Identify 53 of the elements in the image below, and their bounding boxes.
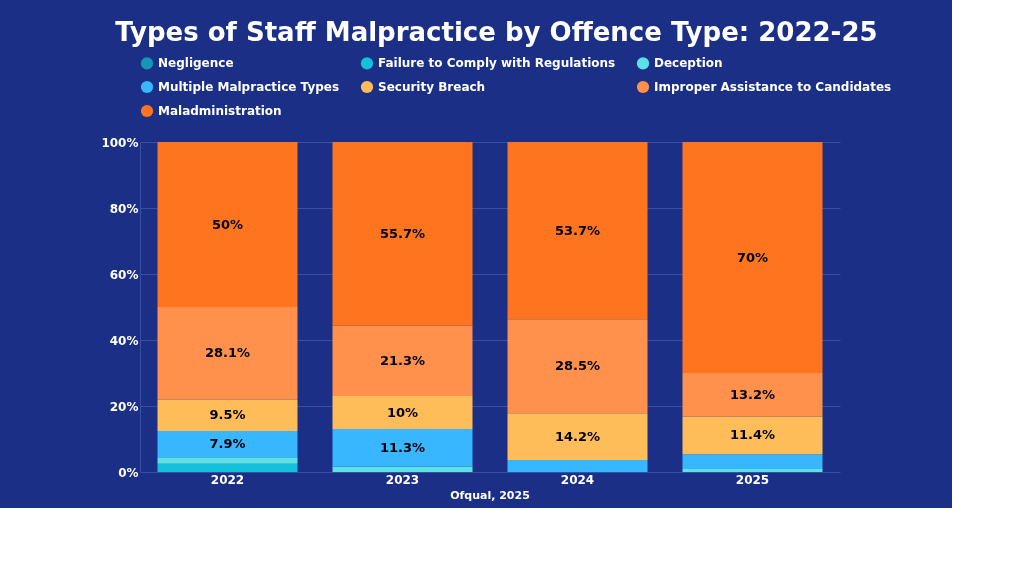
y-tick-label: 100% <box>101 135 139 150</box>
legend-label: Failure to Comply with Regulations <box>378 56 616 71</box>
bar <box>682 416 823 455</box>
bar <box>157 307 298 400</box>
bar <box>507 142 648 320</box>
bar <box>157 399 298 432</box>
x-tick-label: 2024 <box>560 472 595 487</box>
bar <box>332 325 473 397</box>
data-label: 11.3% <box>379 439 426 455</box>
y-tick-label: 60% <box>109 267 139 282</box>
chart-title: Types of Staff Malpractice by Offence Type: 2022-25 <box>115 17 878 47</box>
x-tick-label: 2025 <box>735 472 770 487</box>
bar <box>682 454 823 470</box>
data-label: 7.9% <box>209 436 246 452</box>
data-label: 28.1% <box>204 345 251 361</box>
bar <box>682 373 823 417</box>
data-label: 11.4% <box>729 427 776 443</box>
bar <box>157 463 298 472</box>
legend-label: Security Breach <box>378 80 486 94</box>
bar <box>157 142 298 307</box>
legend-label: Deception <box>654 56 723 71</box>
y-tick-label: 0% <box>118 465 139 480</box>
bar <box>682 142 823 373</box>
legend-label: Maladministration <box>158 104 282 118</box>
legend-label: Improper Assistance to Candidates <box>654 80 892 94</box>
data-label: 50% <box>211 216 244 232</box>
data-label: 9.5% <box>209 407 246 423</box>
bar <box>332 466 473 472</box>
x-tick-label: 2023 <box>385 472 420 487</box>
data-label: 53.7% <box>554 222 601 238</box>
data-label: 70% <box>736 249 769 265</box>
y-tick-label: 20% <box>109 399 139 414</box>
data-label: 13.2% <box>729 386 776 402</box>
bar <box>332 142 473 326</box>
bar <box>332 396 473 430</box>
x-tick-label: 2022 <box>210 472 245 487</box>
bar <box>157 431 298 458</box>
bar <box>157 457 298 464</box>
legend-label: Negligence <box>158 56 234 71</box>
text: Ofqual, 2025 <box>450 489 530 502</box>
y-tick-label: 80% <box>109 201 139 216</box>
data-label: 28.5% <box>554 358 601 374</box>
bar <box>332 429 473 467</box>
data-label: 55.7% <box>379 225 426 241</box>
data-label: 14.2% <box>554 428 601 444</box>
bar <box>507 460 648 472</box>
legend-label: Multiple Malpractice Types <box>158 80 340 94</box>
data-label: 10% <box>386 404 419 420</box>
data-label: 21.3% <box>379 352 426 368</box>
bar <box>507 319 648 414</box>
bar <box>507 413 648 461</box>
y-tick-label: 40% <box>109 333 139 348</box>
bar <box>682 469 823 472</box>
